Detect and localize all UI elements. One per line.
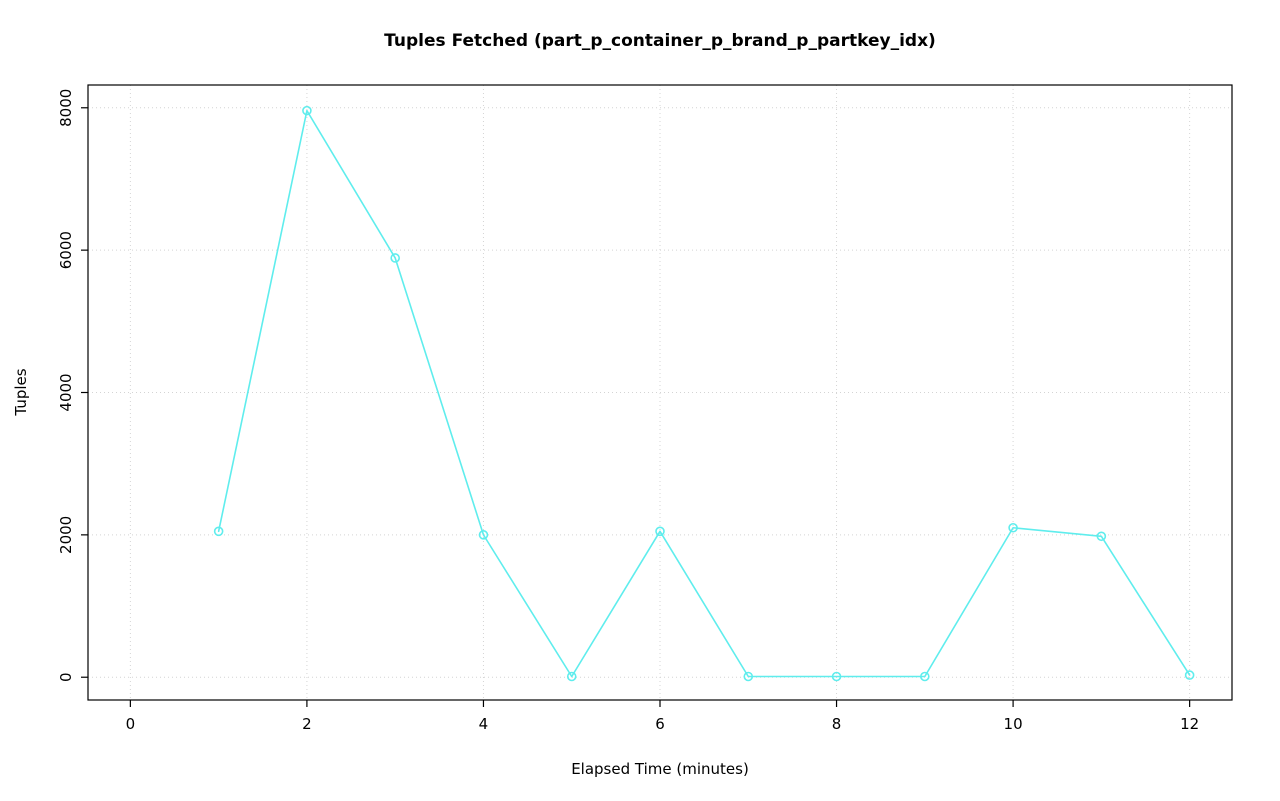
data-point (1008, 522, 1018, 533)
data-point (743, 671, 754, 682)
x-axis-ticks: 0 2 4 6 8 10 12 (126, 700, 1199, 733)
data-point (390, 253, 400, 263)
y-tick-label: 2000 (57, 516, 75, 554)
x-tick-label: 4 (479, 715, 489, 733)
data-point (566, 671, 577, 682)
y-tick-label: 4000 (57, 373, 75, 411)
x-tick-label: 8 (832, 715, 842, 733)
y-axis-ticks: 0 2000 4000 6000 8000 (57, 89, 88, 682)
series-line (217, 109, 1191, 678)
y-tick-label: 6000 (57, 231, 75, 269)
y-axis-label: Tuples (12, 368, 30, 416)
data-point (831, 671, 842, 682)
data-point (1096, 531, 1107, 542)
x-tick-label: 6 (655, 715, 665, 733)
chart-title: Tuples Fetched (part_p_container_p_brand… (384, 31, 936, 51)
y-tick-label: 0 (57, 672, 75, 682)
data-series (213, 105, 1195, 682)
data-point (302, 105, 312, 116)
data-point (655, 526, 665, 537)
x-tick-label: 12 (1180, 715, 1199, 733)
gridlines (88, 85, 1232, 700)
x-tick-label: 2 (302, 715, 312, 733)
data-point (1184, 670, 1195, 680)
data-point (213, 526, 224, 537)
y-tick-label: 8000 (57, 89, 75, 127)
x-tick-label: 10 (1004, 715, 1023, 733)
data-point (478, 530, 489, 540)
x-tick-label: 0 (126, 715, 136, 733)
x-axis-label: Elapsed Time (minutes) (571, 760, 749, 778)
data-point (920, 671, 930, 682)
